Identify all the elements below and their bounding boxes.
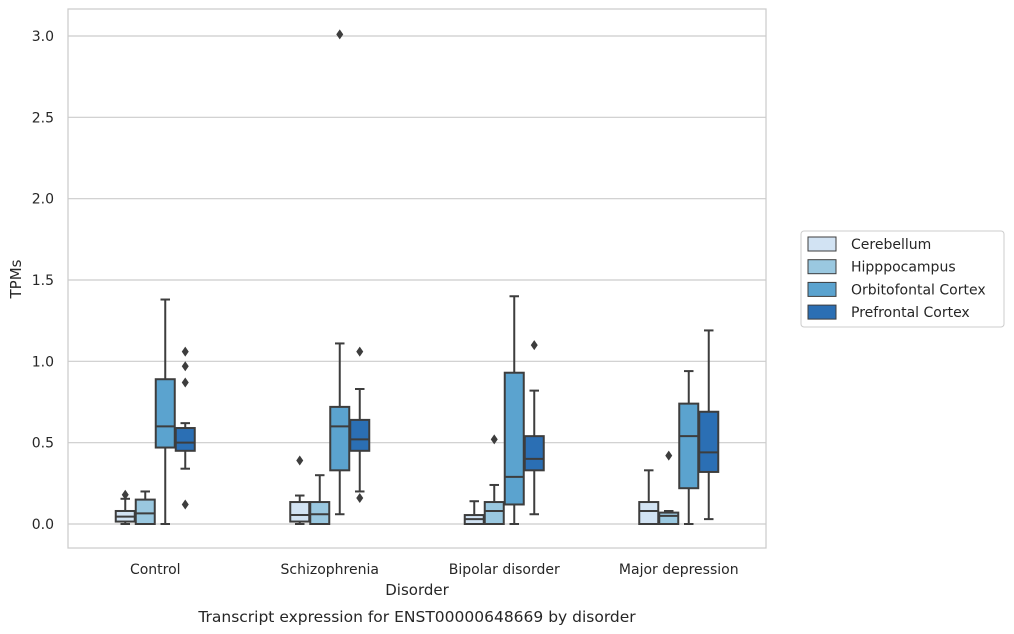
legend-label: Orbitofontal Cortex <box>851 282 986 298</box>
box <box>638 501 660 526</box>
box <box>523 435 545 472</box>
box <box>678 402 700 490</box>
legend-label: Prefrontal Cortex <box>851 305 970 321</box>
chart-title: Transcript expression for ENST0000064866… <box>197 608 636 626</box>
legend-label: Cerebellum <box>851 237 931 253</box>
box <box>329 405 351 472</box>
y-tick-label: 3.0 <box>32 29 54 45</box>
legend: Cerebellum Hipppocampus Orbitofontal Corte… <box>800 230 1005 328</box>
outlier-point <box>530 340 538 351</box>
outlier-point <box>356 492 364 503</box>
outlier-point <box>181 346 189 357</box>
legend-swatch <box>807 304 837 320</box>
y-tick-label: 1.0 <box>32 354 54 370</box>
y-tick-label: 0.5 <box>32 436 54 452</box>
box <box>503 371 525 506</box>
outlier-point <box>181 377 189 388</box>
outlier-point <box>296 455 304 466</box>
legend-frame <box>800 230 1005 328</box>
box-groups <box>114 29 720 526</box>
y-tick-label: 2.0 <box>32 192 54 208</box>
box <box>154 378 176 449</box>
box <box>309 501 331 526</box>
box <box>658 511 680 526</box>
box <box>698 410 720 473</box>
x-axis-label: Disorder <box>385 581 449 599</box>
outlier-point <box>181 361 189 372</box>
y-tick-label: 0.0 <box>32 517 54 533</box>
outlier-point <box>356 346 364 357</box>
box <box>289 501 311 523</box>
box-group <box>638 329 720 526</box>
plot-area <box>67 8 767 549</box>
outlier-point <box>181 499 189 510</box>
x-axis-ticks: Control Schizophrenia Bipolar disorder Majo… <box>130 562 739 578</box>
box <box>483 501 505 526</box>
legend-label: Hipppocampus <box>851 260 956 276</box>
box-group <box>114 298 196 526</box>
box-group <box>463 295 545 526</box>
legend-swatch <box>807 281 837 297</box>
x-tick-label: Bipolar disorder <box>449 562 560 578</box>
y-axis-label: TPMs <box>7 259 25 299</box>
outlier-point <box>121 489 129 500</box>
box <box>174 427 196 452</box>
box <box>134 498 156 526</box>
x-tick-label: Schizophrenia <box>281 562 379 578</box>
y-tick-label: 1.5 <box>32 273 54 289</box>
outlier-point <box>490 434 498 445</box>
box-group <box>289 29 371 526</box>
y-tick-label: 2.5 <box>32 110 54 126</box>
legend-swatch <box>807 259 837 275</box>
outlier-point <box>665 450 673 461</box>
box <box>349 418 371 452</box>
outlier-point <box>336 29 344 40</box>
legend-swatch <box>807 236 837 252</box>
x-tick-label: Control <box>130 562 181 578</box>
y-axis-ticks: 0.0 0.5 1.0 1.5 2.0 2.5 3.0 <box>32 29 54 533</box>
x-tick-label: Major depression <box>619 562 739 578</box>
legend-items: Cerebellum Hipppocampus Orbitofontal Corte… <box>807 236 986 321</box>
